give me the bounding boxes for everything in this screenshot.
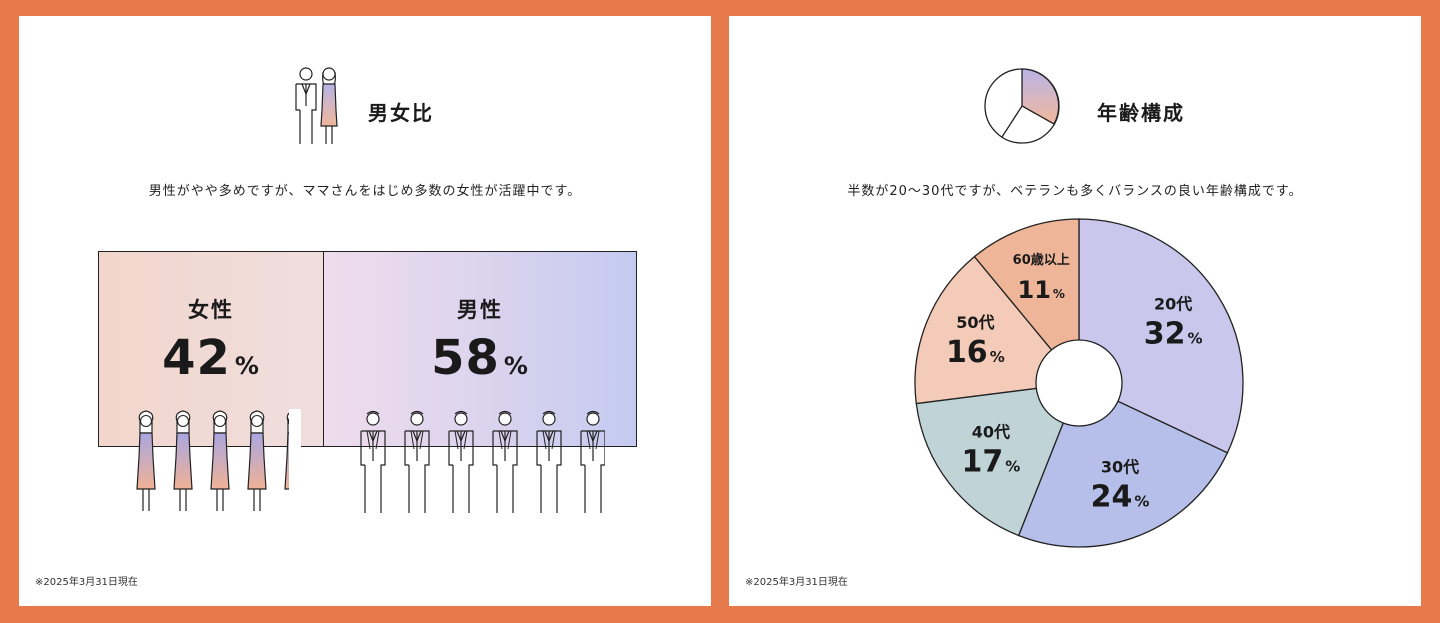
male-figures [360,410,605,513]
male-percent-sign: % [503,352,529,380]
male-value: 58% [324,330,636,386]
pie-value-label: 11% [1018,276,1065,304]
pie-value-label: 16% [946,335,1005,370]
pie-value-label: 17% [962,444,1021,479]
gender-subtitle: 男性がやや多めですが、ママさんをはじめ多数の女性が活躍中です。 [148,184,582,199]
female-label: 女性 [188,298,234,322]
pie-category-label: 20代 [1154,294,1192,313]
male-label: 男性 [457,298,503,322]
pie-value-label: 24% [1091,480,1150,515]
pie-label-4: 60歳以上 11% [1013,252,1070,304]
female-value-number: 42 [162,330,231,386]
gender-ratio-card: 男女比 男性がやや多めですが、ママさんをはじめ多数の女性が活躍中です。 女性 4… [19,16,711,606]
pie-value-label: 32% [1144,316,1203,351]
pie-slice-3 [914,255,1081,405]
pie-chart-icon [984,68,1060,144]
female-segment: 女性 42% [99,252,324,446]
pie-slice-2 [915,382,1081,537]
male-value-number: 58 [431,330,500,386]
age-footnote: ※2025年3月31日現在 [745,577,848,588]
pie-category-label: 50代 [956,313,994,332]
age-title: 年齢構成 [1097,101,1185,125]
couple-icon [295,67,338,144]
gender-footnote: ※2025年3月31日現在 [35,577,138,588]
pie-center-hole [1035,339,1123,427]
female-figures [136,409,301,513]
gender-ratio-bar: 女性 42% 男性 58% [98,251,637,447]
age-subtitle: 半数が20〜30代ですが、ベテランも多くバランスの良い年齢構成です。 [847,184,1303,199]
gender-title: 男女比 [368,101,434,125]
age-composition-card: 年齢構成 半数が20〜30代ですが、ベテランも多くバランスの良い年齢構成です。 … [729,16,1421,606]
pie-category-label: 30代 [1101,458,1139,477]
pie-category-label: 60歳以上 [1013,252,1070,268]
female-percent-sign: % [234,352,260,380]
pie-category-label: 40代 [972,422,1010,441]
female-value: 42% [99,330,323,386]
pie-slice-4 [973,218,1080,385]
